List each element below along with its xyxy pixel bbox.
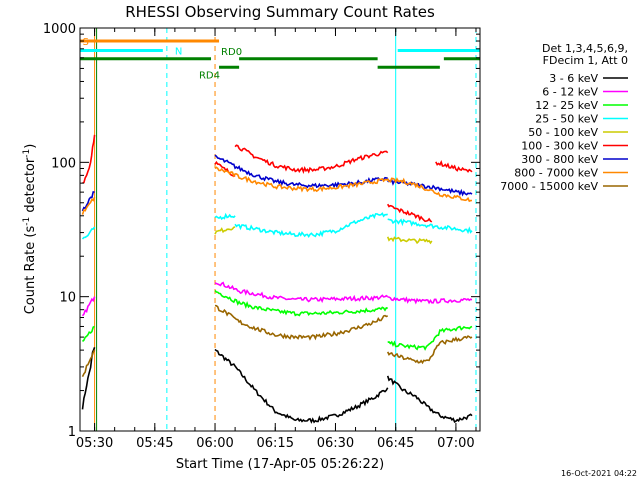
x-tick-label: 06:00: [196, 436, 233, 451]
footer-timestamp: 16-Oct-2021 04:22: [561, 469, 637, 478]
series-line-2: [214, 289, 388, 317]
legend-header-line: Det 1,3,4,5,6,9,: [542, 42, 628, 55]
y-tick-label: 10: [59, 291, 76, 306]
y-tick-label: 100: [51, 156, 76, 171]
legend-label: 100 - 300 keV: [521, 140, 598, 153]
series-line-7: [81, 196, 96, 215]
x-tick-label: 05:30: [76, 436, 113, 451]
flag-label-RD4: RD4: [199, 70, 220, 81]
series-line-7: [386, 177, 473, 203]
series-line-1: [81, 296, 96, 317]
series-line-6: [81, 191, 95, 212]
y-axis-label-mid: detector: [23, 157, 38, 217]
series-line-5: [214, 160, 236, 178]
flag-label-N: N: [175, 46, 182, 57]
series-line-8: [214, 304, 389, 341]
series-line-3: [214, 212, 236, 221]
plot-frame: [79, 27, 481, 432]
series-line-6: [214, 154, 388, 189]
legend-label: 12 - 25 keV: [535, 99, 598, 112]
y-axis-label-end: ): [23, 144, 38, 149]
y-axis-label-main: Count Rate (s: [23, 226, 38, 315]
series-line-3: [234, 212, 388, 238]
legend-label: 300 - 800 keV: [521, 153, 598, 166]
x-axis-label: Start Time (17-Apr-05 05:26:22): [176, 457, 384, 472]
series-line-2: [387, 325, 473, 351]
series-line-5: [387, 203, 433, 223]
legend-label: 800 - 7000 keV: [514, 167, 598, 180]
series-line-0: [214, 348, 389, 424]
axes: 05:30 05:45 06:00 06:15 06:30 06:45 07:00 1 10 10…: [43, 22, 480, 451]
series-line-5: [82, 134, 96, 184]
legend-label: 3 - 6 keV: [549, 72, 598, 85]
x-tick-label: 06:15: [257, 436, 294, 451]
y-tick-label: 1: [68, 425, 76, 440]
x-tick-label: 05:45: [136, 436, 173, 451]
series-line-5: [435, 160, 473, 173]
series-line-5: [234, 144, 389, 174]
x-tick-label: 07:00: [437, 436, 474, 451]
x-tick-label: 06:45: [377, 436, 414, 451]
series-line-2: [81, 325, 95, 342]
y-axis-label-sup1: -1: [22, 217, 32, 226]
legend-label: 6 - 12 keV: [542, 86, 598, 99]
y-axis-label-sup2: -1: [22, 149, 32, 158]
flag-label-RD0: RD0: [221, 47, 242, 58]
legend-label: 25 - 50 keV: [535, 113, 598, 126]
series-line-8: [386, 335, 473, 365]
series-line-8: [81, 349, 96, 378]
legend-label: 50 - 100 keV: [528, 126, 598, 139]
series-line-0: [386, 375, 473, 424]
series-line-4: [386, 236, 433, 245]
flag-label-S: S: [83, 37, 89, 48]
flag-bars: S N RD0 RD4: [80, 37, 480, 81]
series-line-1: [214, 281, 389, 304]
series-line-7: [214, 166, 388, 193]
plot-area: [81, 28, 477, 431]
series-line-1: [387, 296, 473, 305]
legend-header-line: FDecim 1, Att 0: [543, 54, 628, 67]
series-line-3: [81, 226, 96, 240]
legend: Det 1,3,4,5,6,9,FDecim 1, Att 0 3 - 6 keV…: [500, 42, 628, 193]
legend-label: 7000 - 15000 keV: [500, 180, 598, 193]
series-line-4: [214, 226, 236, 235]
series-line-3: [387, 218, 473, 235]
y-axis-label: Count Rate (s-1 detector-1): [22, 144, 38, 315]
x-tick-label: 06:30: [317, 436, 354, 451]
y-tick-label: 1000: [43, 22, 76, 37]
chart-title: RHESSI Observing Summary Count Rates: [125, 3, 435, 21]
